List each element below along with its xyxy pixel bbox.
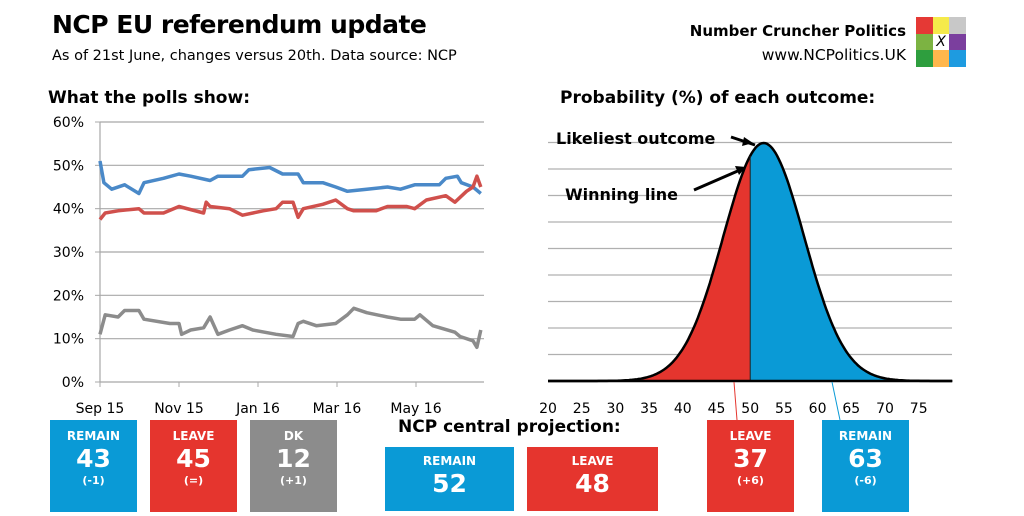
- box-label: LEAVE: [729, 429, 772, 443]
- box-label: LEAVE: [172, 429, 215, 443]
- probability-chart-title: Probability (%) of each outcome:: [560, 88, 876, 108]
- x-tick-label: 40: [674, 401, 692, 417]
- probability-leave-box: LEAVE 37 (+6): [707, 420, 794, 512]
- annotation-likeliest: Likeliest outcome: [556, 129, 715, 148]
- box-value: 37: [733, 444, 768, 473]
- x-tick-label: 25: [573, 401, 591, 417]
- series-line-dk: [98, 306, 483, 350]
- y-tick-label: 60%: [53, 115, 84, 131]
- box-label: REMAIN: [838, 429, 893, 443]
- connector-remain: [831, 381, 841, 421]
- annotation-winning-line: Winning line: [565, 185, 678, 204]
- brand-name: Number Cruncher Politics: [689, 22, 906, 40]
- probability-remain-box: REMAIN 63 (-6): [822, 420, 909, 512]
- arrow-likeliest: [730, 135, 756, 147]
- x-tick-label: May 16: [390, 401, 441, 417]
- ncp-logo: X: [916, 17, 966, 67]
- y-tick-label: 50%: [53, 158, 84, 174]
- page-title: NCP EU referendum update: [52, 10, 427, 39]
- brand-url: www.NCPolitics.UK: [761, 46, 906, 64]
- y-tick-label: 10%: [53, 332, 84, 348]
- logo-cell: [916, 17, 933, 34]
- x-tick-label: Mar 16: [313, 401, 362, 417]
- box-value: 12: [276, 444, 311, 473]
- x-tick-label: Jan 16: [235, 401, 280, 417]
- logo-cell: X: [932, 33, 950, 51]
- box-label: REMAIN: [422, 454, 477, 468]
- logo-cell: [949, 17, 966, 34]
- arrowhead: [742, 137, 753, 146]
- x-tick-label: 50: [741, 401, 759, 417]
- x-tick-label: 20: [539, 401, 557, 417]
- remain-area: [750, 143, 953, 381]
- x-tick-label: 35: [640, 401, 658, 417]
- connector-leave: [733, 381, 738, 421]
- y-tick-label: 30%: [53, 245, 84, 261]
- box-value: 48: [575, 469, 610, 498]
- poll-remain-box: REMAIN 43 (-1): [50, 420, 137, 512]
- logo-cell: [949, 33, 966, 51]
- box-label: LEAVE: [571, 454, 614, 468]
- box-label: DK: [283, 429, 304, 443]
- box-label: REMAIN: [66, 429, 121, 443]
- box-change: (-1): [82, 474, 105, 487]
- box-change: (-6): [854, 474, 877, 487]
- x-tick-label: 75: [910, 401, 928, 417]
- x-tick-label: 70: [876, 401, 894, 417]
- y-tick-label: 40%: [53, 202, 84, 218]
- box-change: (=): [183, 474, 204, 487]
- arrow-winning: [693, 168, 741, 192]
- x-tick-label: 30: [606, 401, 624, 417]
- x-tick-label: Nov 15: [154, 401, 204, 417]
- box-value: 52: [432, 469, 467, 498]
- poll-leave-box: LEAVE 45 (=): [150, 420, 237, 512]
- projection-leave-box: LEAVE 48: [527, 447, 658, 511]
- box-change: (+6): [737, 474, 764, 487]
- arrowhead: [735, 166, 746, 175]
- logo-cell: [949, 50, 966, 67]
- logo-cell: [916, 33, 933, 51]
- series-line-leave: [98, 174, 483, 221]
- logo-cell: [932, 17, 950, 34]
- x-tick-label: 45: [708, 401, 726, 417]
- box-change: (+1): [280, 474, 307, 487]
- leave-area: [548, 155, 751, 381]
- x-tick-label: Sep 15: [76, 401, 125, 417]
- box-value: 45: [176, 444, 211, 473]
- series-line-remain: [98, 160, 482, 196]
- logo-cell: [916, 50, 933, 67]
- x-tick-label: 55: [775, 401, 793, 417]
- polls-chart-title: What the polls show:: [48, 88, 250, 108]
- projection-remain-box: REMAIN 52: [385, 447, 514, 511]
- subtitle: As of 21st June, changes versus 20th. Da…: [52, 48, 457, 64]
- poll-dk-box: DK 12 (+1): [250, 420, 337, 512]
- x-tick-label: 60: [809, 401, 827, 417]
- projection-title: NCP central projection:: [398, 417, 621, 437]
- box-value: 43: [76, 444, 111, 473]
- x-tick-label: 65: [842, 401, 860, 417]
- y-tick-label: 20%: [53, 288, 84, 304]
- logo-cell: [932, 50, 950, 67]
- box-value: 63: [848, 444, 883, 473]
- y-tick-label: 0%: [62, 375, 84, 391]
